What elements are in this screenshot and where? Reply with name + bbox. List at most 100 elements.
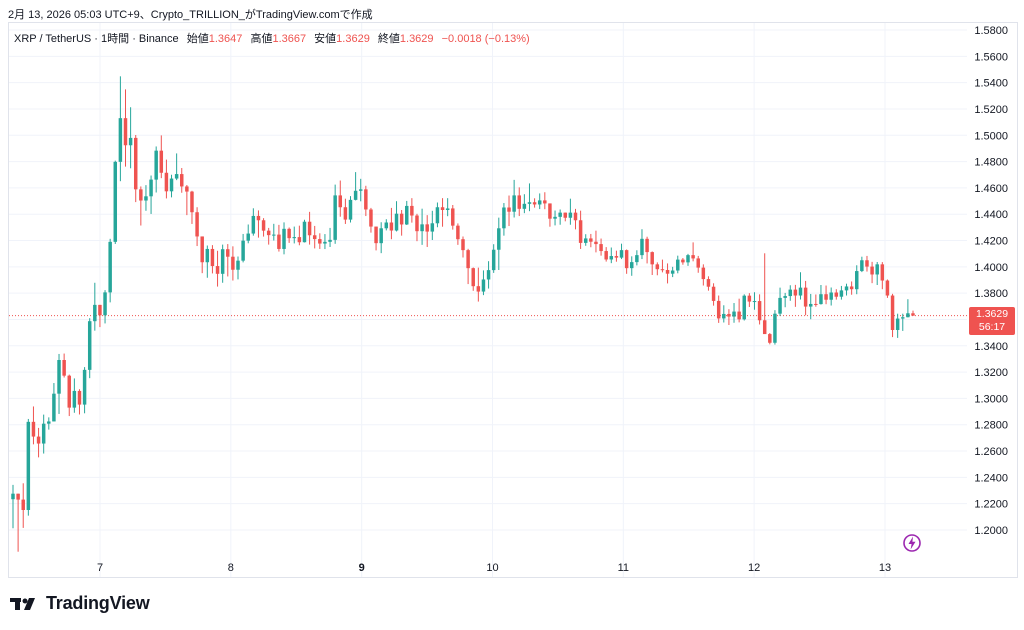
- y-tick-label: 1.4600: [974, 183, 1008, 195]
- tradingview-logo[interactable]: TradingView: [10, 593, 150, 614]
- candle-body: [568, 212, 573, 218]
- chart-panel[interactable]: [8, 22, 1018, 578]
- candle-body: [98, 304, 102, 316]
- candle-body: [890, 295, 895, 330]
- candle-body: [865, 260, 869, 267]
- candle-body: [282, 228, 286, 249]
- candle-body: [527, 202, 532, 204]
- candle-body: [195, 212, 199, 237]
- candle-body: [578, 220, 583, 243]
- candle-body: [389, 222, 394, 231]
- x-tick-label: 11: [618, 562, 629, 574]
- candle-body: [686, 255, 690, 263]
- legend-high-label: 高値: [250, 33, 273, 45]
- candle-body: [814, 303, 818, 305]
- candle-body: [676, 259, 680, 271]
- candle-body: [169, 178, 174, 192]
- last-price-value: 1.3629: [975, 308, 1009, 320]
- candle-body: [364, 189, 368, 210]
- logo-wordmark: TradingView: [46, 593, 150, 613]
- legend-symbol[interactable]: XRP / TetherUS · 1時間 · Binance: [14, 33, 179, 45]
- candle-body: [855, 271, 859, 290]
- candle-body: [732, 311, 736, 317]
- y-tick-label: 1.5000: [974, 130, 1008, 142]
- candle-body: [200, 236, 204, 263]
- candle-body: [635, 255, 639, 263]
- y-tick-label: 1.4400: [974, 209, 1008, 221]
- candle-body: [333, 195, 337, 240]
- ohlc-legend: XRP / TetherUS · 1時間 · Binance 始値1.3647 …: [14, 30, 530, 46]
- x-tick-label: 10: [486, 562, 498, 574]
- candle-body: [630, 262, 634, 269]
- candle-body: [256, 215, 261, 221]
- candle-body: [589, 238, 593, 242]
- candle-body: [599, 244, 603, 252]
- candle-body: [481, 279, 486, 292]
- x-tick-label: 13: [879, 562, 891, 574]
- candle-body: [742, 295, 746, 320]
- y-tick-label: 1.5600: [974, 51, 1008, 63]
- candle-body: [849, 286, 854, 290]
- candle-body: [788, 289, 793, 297]
- candle-body: [164, 172, 169, 192]
- candle-body: [246, 233, 250, 241]
- y-tick-label: 1.4000: [974, 262, 1008, 274]
- candle-body: [123, 118, 128, 146]
- candle-body: [241, 240, 245, 261]
- candle-body: [41, 423, 46, 444]
- candle-body: [174, 174, 179, 179]
- candle-body: [394, 213, 399, 231]
- candle-body: [36, 436, 41, 444]
- legend-open-label: 始値: [186, 33, 209, 45]
- candle-body: [435, 207, 440, 224]
- x-tick-label: 7: [97, 562, 103, 574]
- candle-body: [57, 360, 61, 394]
- candle-body: [619, 250, 624, 258]
- candle-body: [272, 234, 276, 236]
- candle-body: [512, 195, 516, 212]
- candle-body: [706, 279, 711, 287]
- candle-body: [353, 190, 358, 200]
- candle-body: [87, 321, 92, 370]
- candle-body: [430, 223, 435, 232]
- candle-body: [369, 209, 373, 227]
- lightning-icon[interactable]: [902, 533, 922, 553]
- candle-body: [716, 300, 721, 319]
- candle-body: [399, 213, 404, 225]
- candle-body: [839, 290, 844, 297]
- candle-body: [737, 311, 741, 320]
- candle-body: [727, 313, 731, 317]
- candle-body: [553, 216, 557, 219]
- candle-body: [379, 228, 383, 244]
- candle-body: [374, 226, 378, 244]
- candle-body: [323, 241, 327, 244]
- candle-body: [287, 228, 291, 239]
- candle-body: [466, 250, 470, 269]
- candle-body: [532, 202, 537, 205]
- y-tick-label: 1.3000: [974, 393, 1008, 405]
- candle-body: [180, 174, 184, 187]
- candle-body: [312, 235, 317, 240]
- candle-body: [696, 258, 700, 268]
- candle-body: [210, 248, 215, 267]
- candle-body: [405, 205, 409, 225]
- candle-body: [558, 212, 562, 217]
- candle-body: [645, 238, 649, 253]
- candle-body: [911, 313, 915, 316]
- candle-body: [72, 390, 77, 408]
- candle-body: [261, 220, 266, 231]
- candle-body: [640, 238, 644, 256]
- y-tick-label: 1.2800: [974, 420, 1008, 432]
- candle-body: [722, 313, 726, 319]
- candle-body: [451, 208, 455, 226]
- candle-body: [358, 189, 363, 191]
- candle-body: [154, 150, 158, 180]
- candle-body: [277, 234, 281, 249]
- y-tick-label: 1.3400: [974, 341, 1008, 353]
- candle-body: [691, 255, 695, 259]
- candle-body: [768, 334, 772, 343]
- candle-body: [471, 268, 475, 287]
- candle-body: [93, 304, 97, 322]
- candle-body: [778, 297, 782, 314]
